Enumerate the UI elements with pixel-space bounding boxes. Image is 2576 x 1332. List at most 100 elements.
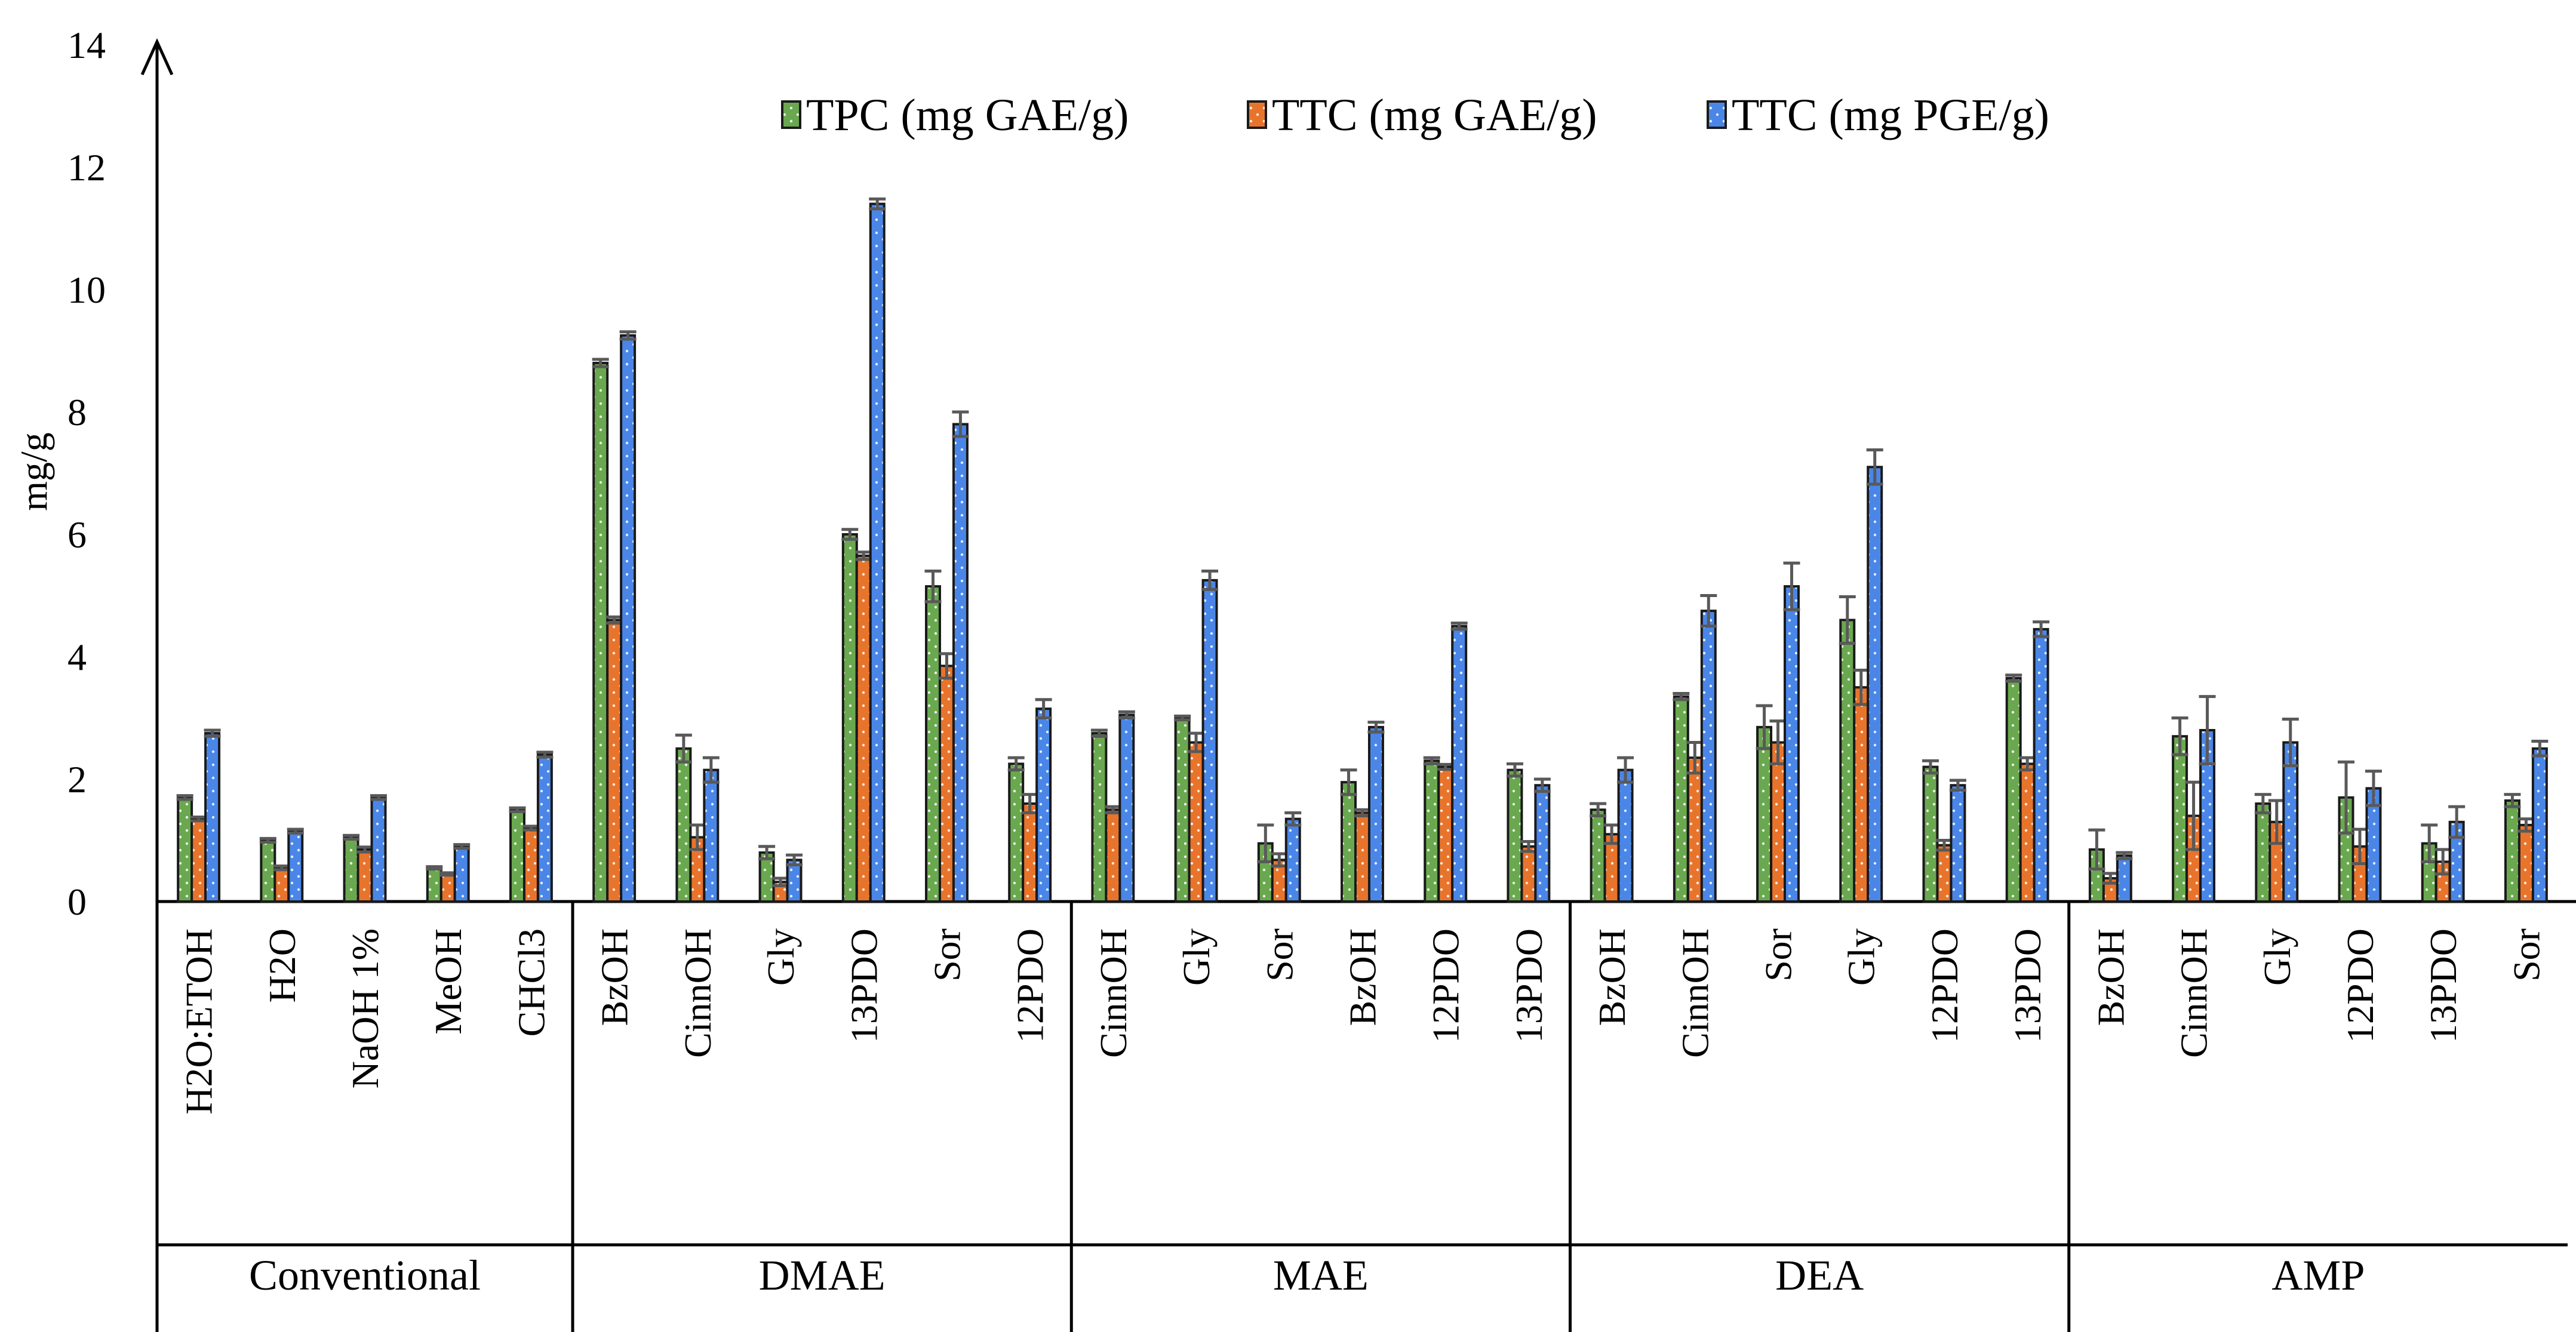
y-tick-label: 2: [67, 758, 87, 801]
y-tick-labels: 0 2 4 6 8 10 12 14: [67, 24, 106, 923]
bar: [1091, 732, 1108, 903]
bar: [370, 796, 387, 903]
bar: [938, 665, 955, 903]
bar: [703, 768, 720, 903]
bar: [177, 796, 193, 903]
category-label: 13PDO: [843, 928, 885, 1043]
bar: [1520, 845, 1537, 903]
y-tick-label: 4: [67, 636, 87, 678]
bar: [2116, 854, 2132, 903]
legend-swatch-tpc-gae: [781, 100, 801, 129]
group-label: AMP: [2271, 1251, 2365, 1299]
bar: [1035, 707, 1052, 903]
bars: [176, 197, 2549, 903]
bar: [1673, 695, 1689, 903]
bar: [2033, 627, 2049, 903]
category-label: CinnOH: [1092, 928, 1135, 1058]
category-label: Gly: [760, 928, 802, 986]
category-label: 13PDO: [2006, 928, 2049, 1043]
bar: [1437, 765, 1454, 903]
bar: [1617, 768, 1634, 903]
category-label: Sor: [2505, 928, 2547, 982]
bar: [2504, 799, 2520, 903]
bar: [606, 619, 623, 903]
bar: [1686, 756, 1703, 903]
bar: [1839, 619, 1856, 903]
bar: [841, 533, 858, 903]
bar: [1534, 784, 1551, 903]
y-tick-label: 12: [67, 146, 106, 189]
bar: [2172, 735, 2188, 903]
bar: [522, 827, 539, 903]
legend-label-ttc-gae: TTC (mg GAE/g): [1272, 90, 1597, 140]
bar: [1784, 585, 1800, 903]
bar: [1700, 610, 1717, 903]
legend: TPC (mg GAE/g) TTC (mg GAE/g) TTC (mg PG…: [781, 90, 2049, 140]
bar: [1451, 625, 1468, 903]
bar: [1950, 784, 1966, 903]
group-label: DMAE: [759, 1251, 886, 1299]
category-label: BzOH: [2089, 928, 2132, 1026]
category-label: Sor: [1258, 928, 1301, 982]
bar: [855, 554, 872, 903]
group-labels: Conventional DMAE MAE DEA AMP: [157, 902, 2568, 1332]
bar: [1341, 781, 1357, 903]
bar: [287, 830, 304, 903]
category-label: Gly: [2256, 928, 2298, 986]
bar: [1008, 762, 1025, 903]
bar: [2005, 676, 2022, 903]
bar: [2255, 802, 2271, 903]
category-label: 13PDO: [2422, 928, 2464, 1043]
category-label: BzOH: [1591, 928, 1633, 1026]
bar: [260, 839, 276, 903]
y-tick-label: 14: [67, 24, 106, 66]
category-label: 12PDO: [2339, 928, 2381, 1043]
category-label: CinnOH: [2173, 928, 2215, 1058]
category-label: 12PDO: [1923, 928, 1966, 1043]
category-label: CinnOH: [677, 928, 719, 1058]
category-label: H2O:ETOH: [178, 928, 220, 1115]
bar: [190, 817, 207, 903]
bar: [1188, 741, 1204, 903]
category-label: 12PDO: [1425, 928, 1467, 1043]
bar: [620, 334, 637, 903]
bar: [1922, 765, 1939, 903]
category-label: H2O: [261, 928, 303, 1002]
bar: [869, 202, 886, 903]
y-axis-arrow-icon: [140, 38, 174, 76]
bar: [356, 848, 373, 903]
bar: [509, 808, 525, 903]
y-tick-label: 6: [67, 513, 87, 556]
bar: [1354, 811, 1370, 903]
bar: [536, 753, 553, 903]
legend-label-tpc-gae: TPC (mg GAE/g): [806, 90, 1129, 140]
bar: [2531, 747, 2548, 903]
category-label: CHCl3: [510, 928, 552, 1036]
y-tick-label: 0: [67, 881, 87, 923]
category-label: NaOH 1%: [344, 928, 386, 1088]
bar: [1770, 741, 1787, 903]
bar: [1867, 466, 1883, 903]
bar: [1118, 713, 1135, 903]
bar: [1367, 725, 1384, 903]
bar: [1105, 808, 1121, 903]
category-label: 13PDO: [1508, 928, 1550, 1043]
bar: [592, 362, 609, 903]
category-label: Gly: [1840, 928, 1883, 986]
category-label: Gly: [1175, 928, 1218, 986]
category-label: 12PDO: [1009, 928, 1052, 1043]
bar: [1936, 844, 1953, 903]
group-label: Conventional: [249, 1251, 481, 1299]
bar: [675, 747, 692, 903]
bar: [426, 866, 442, 903]
category-label: BzOH: [594, 928, 636, 1026]
y-tick-label: 8: [67, 391, 87, 433]
bar: [1756, 725, 1773, 903]
bar: [1022, 802, 1038, 903]
bar: [2019, 762, 2036, 903]
group-label: DEA: [1775, 1251, 1864, 1299]
category-label: Sor: [926, 928, 968, 982]
bar: [1853, 686, 1870, 903]
bar: [1507, 768, 1523, 903]
bar: [2517, 823, 2534, 903]
